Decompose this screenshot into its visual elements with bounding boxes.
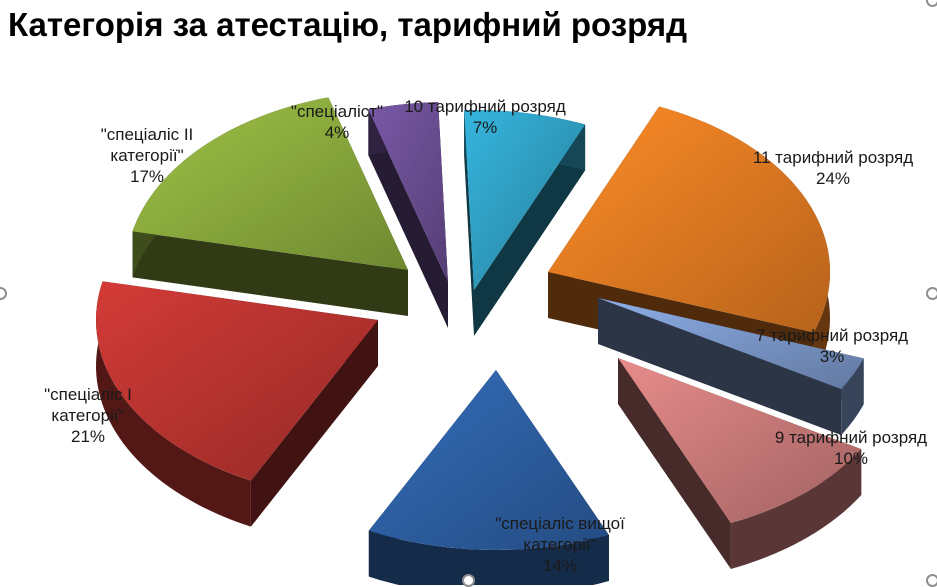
pie-slice-6-wall-0 <box>132 231 408 316</box>
slice-label-0: 10 тарифний розряд 7% <box>404 97 566 137</box>
pie-slice-2-rim <box>841 358 864 436</box>
pie-slice-1-top <box>548 106 830 333</box>
slice-label-7: "спеціаліст" 4% <box>291 102 383 142</box>
slice-name-5: "спеціаліс І <box>44 385 132 404</box>
slice-label-2: 7 тарифний розряд 3% <box>756 326 908 366</box>
resize-handle-left[interactable] <box>0 287 7 300</box>
pie-slice-4-rim <box>368 530 609 585</box>
slice-label-4: "спеціаліс вищої категорії" 14% <box>495 514 625 575</box>
pie-slice-3-wall-1 <box>618 358 731 569</box>
slice-name-6: категорії" <box>110 146 183 165</box>
pie-slice-6-top <box>132 97 408 270</box>
pie-slice-0-wall-1 <box>474 124 586 337</box>
slice-name-2: 7 тарифний розряд <box>756 326 908 345</box>
slice-percent-2: 3% <box>820 347 845 366</box>
pie-slice-5-wall-0 <box>250 320 378 527</box>
slice-percent-7: 4% <box>325 123 350 142</box>
slice-percent-0: 7% <box>473 118 498 137</box>
pie-slice-3 <box>618 358 862 569</box>
resize-handle-bottom-right[interactable] <box>926 574 937 587</box>
slice-percent-1: 24% <box>816 169 850 188</box>
slice-label-1: 11 тарифний розряд 24% <box>753 148 913 188</box>
pie-slice-4-top <box>368 370 609 551</box>
resize-handle-top-right[interactable] <box>926 0 937 7</box>
slice-percent-3: 10% <box>834 449 868 468</box>
chart-title: Категорія за атестацію, тарифний розряд <box>8 6 688 43</box>
slice-name-0: 10 тарифний розряд <box>404 97 566 116</box>
slice-percent-6: 17% <box>130 167 164 186</box>
pie-slice-7 <box>368 102 448 328</box>
pie-slice-2-top <box>598 298 864 390</box>
slice-percent-5: 21% <box>71 427 105 446</box>
pie-slice-7-top <box>368 102 448 282</box>
resize-handle-right[interactable] <box>926 287 937 300</box>
pie-slice-4 <box>368 370 609 585</box>
pie-slice-0 <box>464 110 586 337</box>
slice-name-4: категорії" <box>523 535 596 554</box>
slice-percent-4: 14% <box>543 556 577 575</box>
pie-slice-2 <box>598 298 864 436</box>
slice-name-6: "спеціаліс ІІ <box>101 125 194 144</box>
slice-name-4: "спеціаліс вищої <box>495 514 625 533</box>
resize-handle-bottom-center[interactable] <box>462 574 475 587</box>
slice-label-3: 9 тарифний розряд 10% <box>775 428 927 468</box>
pie-slice-7-wall-0 <box>368 109 448 328</box>
pie-slice-3-top <box>618 358 862 523</box>
pie-slice-5-top <box>95 281 378 481</box>
slice-label-5: "спеціаліс І категорії" 21% <box>44 385 132 446</box>
slice-name-5: категорії" <box>51 406 124 425</box>
pie-slice-0-wall-0 <box>464 110 474 336</box>
pie-slice-5-rim <box>96 281 251 527</box>
slice-label-6: "спеціаліс ІІ категорії" 17% <box>101 125 194 186</box>
pie-slice-3-rim <box>730 449 862 569</box>
slice-name-1: 11 тарифний розряд <box>753 148 913 167</box>
pie-slice-0-top <box>464 110 586 290</box>
pie-slice-2-wall-1 <box>598 298 842 436</box>
pie-slice-6 <box>132 97 408 316</box>
pie-slice-5 <box>95 281 378 527</box>
slice-name-3: 9 тарифний розряд <box>775 428 927 447</box>
slice-name-7: "спеціаліст" <box>291 102 383 121</box>
